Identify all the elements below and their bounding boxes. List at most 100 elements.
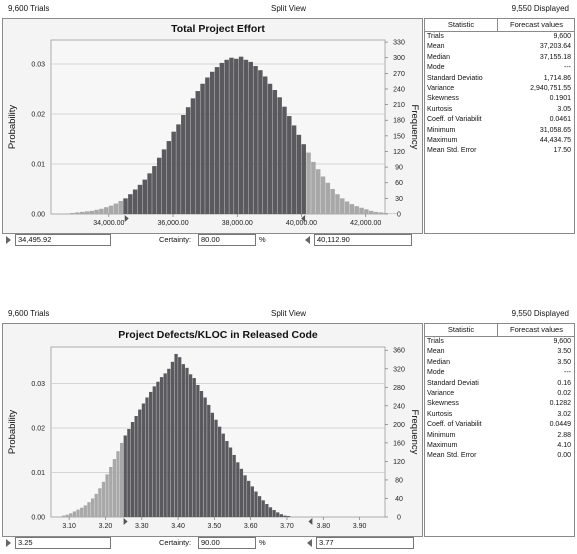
histogram-bar — [137, 184, 143, 214]
histogram-bar — [190, 98, 196, 214]
stats-row: Standard Deviati 0.16 — [425, 379, 574, 389]
stat-name: Maximum — [427, 137, 458, 144]
histogram-bar — [383, 212, 388, 214]
chart-area: Project Defects/KLOC in Released Code 0.0… — [2, 323, 423, 537]
histogram-bar — [335, 194, 340, 214]
histogram-bar — [218, 426, 222, 517]
histogram-bar — [277, 97, 282, 214]
histogram-bar — [101, 481, 106, 517]
certainty-label: Certainty: — [159, 538, 192, 547]
y2-tick-label: 120 — [393, 459, 405, 466]
lower-cut-marker — [123, 518, 128, 525]
stat-name: Variance — [427, 390, 455, 397]
stat-value: 0.1282 — [549, 400, 571, 408]
stats-row: Mean 37,203.64 — [425, 42, 574, 52]
upper-bound-field[interactable]: 40,112.90 — [314, 234, 412, 246]
histogram-bar — [228, 447, 233, 517]
histogram-bar — [267, 83, 273, 214]
histogram-bar — [214, 419, 218, 517]
stat-value: --- — [564, 64, 571, 72]
y2-tick-label: 90 — [395, 165, 403, 172]
histogram-bar — [276, 512, 280, 517]
y2-tick-label: 120 — [393, 149, 405, 156]
stats-row: Kurtosis 3.05 — [425, 105, 574, 115]
histogram-bar — [167, 368, 171, 517]
histogram-bar — [185, 107, 191, 214]
stats-header: Statistic Forecast values — [425, 19, 574, 32]
y2-tick-label: 210 — [393, 102, 405, 109]
histogram-bar — [349, 204, 355, 214]
trials-count: 9,600 Trials — [8, 309, 50, 318]
lower-grabber-icon[interactable] — [6, 236, 11, 244]
y-axis-label: Probability — [7, 410, 18, 455]
histogram-bar — [209, 71, 215, 214]
histogram-bar — [196, 384, 200, 517]
statistics-table: Statistic Forecast values Trials 9,600 Mea… — [424, 323, 575, 537]
stat-value: 31,058.65 — [539, 126, 571, 134]
lower-bound-field[interactable]: 34,495.92 — [15, 234, 111, 246]
histogram-bar — [192, 378, 196, 517]
y2-axis-label: Frequency — [409, 105, 420, 150]
certainty-field[interactable]: 90.00 — [198, 537, 256, 549]
histogram-bar — [219, 62, 225, 215]
histogram-bar — [123, 435, 127, 517]
stat-value: 9,600 — [553, 33, 571, 40]
view-mode[interactable]: Split View — [271, 309, 306, 318]
stats-col-values: Forecast values — [497, 19, 574, 31]
histogram-bar — [69, 513, 73, 517]
stat-name: Mode — [427, 369, 445, 377]
certainty-field[interactable]: 80.00 — [198, 234, 256, 246]
histogram-bar — [147, 173, 152, 214]
stat-name: Skewness — [427, 95, 459, 103]
histogram-bar — [103, 207, 109, 214]
histogram-bar — [119, 442, 124, 517]
stat-value: 1,714.86 — [543, 74, 571, 82]
stats-col-statistic: Statistic — [447, 20, 475, 29]
stat-name: Coeff. of Variabilit — [427, 116, 482, 124]
stat-name: Standard Deviatio — [427, 74, 483, 82]
histogram-bar — [330, 188, 335, 214]
stat-name: Kurtosis — [427, 410, 453, 418]
stat-name: Variance — [427, 85, 455, 92]
stat-value: 3.50 — [557, 348, 571, 356]
histogram-bar — [128, 194, 133, 214]
upper-bound-field[interactable]: 3.77 — [316, 537, 414, 549]
histogram-bar — [210, 412, 215, 517]
y2-tick-label: 0 — [397, 212, 401, 219]
histogram-bar — [279, 514, 283, 517]
histogram-bar — [262, 76, 268, 214]
histogram-bar — [61, 515, 66, 517]
histogram-bar — [90, 498, 95, 517]
histogram-bar — [60, 213, 66, 214]
stats-row: Coeff. of Variabilit 0.0461 — [425, 115, 574, 125]
histogram-bar — [378, 212, 384, 214]
stats-row: Mode --- — [425, 63, 574, 73]
stats-row: Trials 9,600 — [425, 32, 574, 42]
forecast-panel-1: 9,600 Trials Split View 9,550 Displayed … — [0, 2, 577, 247]
y-tick-label: 0.01 — [31, 470, 45, 477]
y2-tick-label: 60 — [395, 180, 403, 187]
x-tick-label: 42,000.00 — [350, 220, 381, 227]
histogram-bar — [238, 56, 244, 215]
lower-grabber-icon[interactable] — [6, 539, 11, 547]
stat-name: Median — [427, 358, 450, 366]
stat-value: 0.0461 — [549, 116, 571, 124]
upper-grabber-icon[interactable] — [307, 539, 312, 547]
histogram-bar — [283, 515, 287, 517]
stat-name: Maximum — [427, 442, 458, 449]
lower-bound-field[interactable]: 3.25 — [15, 537, 111, 549]
stat-name: Mode — [427, 64, 445, 72]
view-mode[interactable]: Split View — [271, 4, 306, 13]
stats-row: Trials 9,600 — [425, 337, 574, 347]
upper-grabber-icon[interactable] — [305, 236, 310, 244]
stat-value: 0.02 — [557, 390, 571, 397]
displayed-count: 9,550 Displayed — [511, 309, 569, 318]
histogram-bar — [214, 67, 220, 215]
stat-value: 3.05 — [557, 105, 571, 113]
histogram-bar — [239, 468, 244, 517]
y-tick-label: 0.00 — [31, 515, 45, 522]
stat-value: 0.1901 — [549, 95, 571, 103]
y2-tick-label: 240 — [393, 403, 405, 410]
stat-name: Trials — [427, 33, 444, 40]
y-tick-label: 0.02 — [31, 112, 45, 119]
